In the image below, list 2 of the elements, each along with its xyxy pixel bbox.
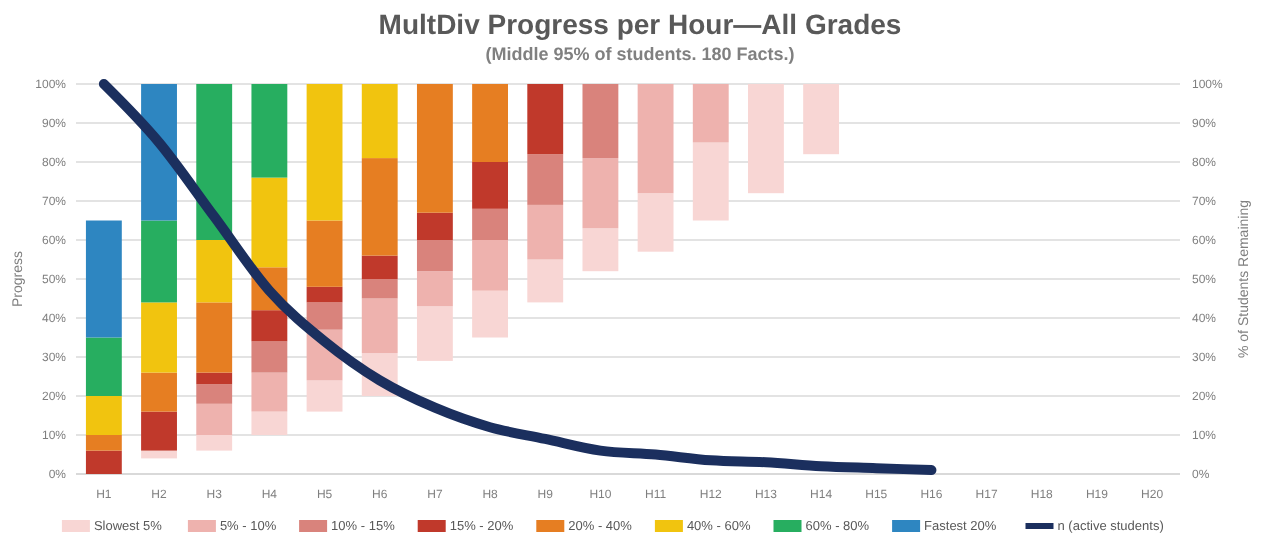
- chart-title: MultDiv Progress per Hour—All Grades: [378, 8, 902, 40]
- chart-subtitle: (Middle 95% of students. 180 Facts.): [485, 44, 795, 64]
